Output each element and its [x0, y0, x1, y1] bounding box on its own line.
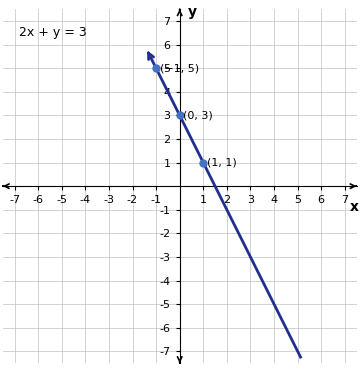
Text: (1, 1): (1, 1)	[207, 158, 236, 168]
Text: (−1, 5): (−1, 5)	[160, 63, 199, 73]
Text: y: y	[188, 5, 197, 18]
Text: x: x	[350, 200, 359, 214]
Text: (0, 3): (0, 3)	[182, 110, 212, 120]
Text: 2x + y = 3: 2x + y = 3	[19, 26, 87, 39]
